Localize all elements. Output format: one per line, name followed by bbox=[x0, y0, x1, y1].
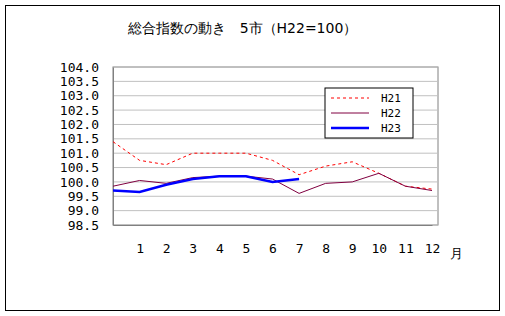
series-line bbox=[113, 173, 432, 193]
x-tick: 7 bbox=[296, 225, 304, 256]
y-tick-label: 102.5 bbox=[60, 103, 99, 118]
legend-swatch bbox=[331, 113, 369, 114]
y-axis-line bbox=[113, 68, 114, 226]
y-tick: 98.5 bbox=[68, 218, 113, 233]
grid-line bbox=[113, 153, 438, 154]
x-tick-label: 2 bbox=[163, 241, 171, 256]
x-tick: 4 bbox=[216, 225, 224, 256]
grid-line bbox=[113, 81, 438, 82]
y-tick-label: 101.0 bbox=[60, 146, 99, 161]
legend-label: H22 bbox=[381, 107, 401, 120]
y-tick: 99.0 bbox=[68, 203, 113, 218]
x-tick-label: 9 bbox=[349, 241, 357, 256]
x-tick: 8 bbox=[322, 225, 330, 256]
y-tick: 103.5 bbox=[60, 74, 113, 89]
y-tick-label: 99.0 bbox=[68, 203, 99, 218]
x-tick-label: 1 bbox=[136, 241, 144, 256]
grid-line bbox=[113, 225, 438, 226]
y-tick-label: 102.0 bbox=[60, 117, 99, 132]
x-tick: 11 bbox=[398, 225, 414, 256]
y-tick-label: 101.5 bbox=[60, 131, 99, 146]
y-tick-label: 104.0 bbox=[60, 60, 99, 75]
x-tick: 2 bbox=[163, 225, 171, 256]
y-tick-label: 103.0 bbox=[60, 88, 99, 103]
grid bbox=[113, 67, 438, 225]
x-tick-label: 12 bbox=[425, 241, 441, 256]
x-tick-label: 6 bbox=[269, 241, 277, 256]
legend: H21 H22 H23 bbox=[325, 88, 413, 138]
grid-line bbox=[113, 167, 438, 168]
x-tick-label: 4 bbox=[216, 241, 224, 256]
chart: 総合指数の動き 5市（H22=100） 98.599.099.5100.0100.… bbox=[0, 0, 505, 316]
grid-line bbox=[113, 196, 438, 197]
x-tick-label: 8 bbox=[322, 241, 330, 256]
x-tick-label: 5 bbox=[243, 241, 251, 256]
x-tick: 10 bbox=[372, 225, 388, 256]
legend-swatch bbox=[331, 98, 369, 99]
x-axis-title: 月 bbox=[450, 246, 463, 261]
y-tick-label: 99.5 bbox=[68, 189, 99, 204]
x-tick: 3 bbox=[189, 225, 197, 256]
x-tick-label: 10 bbox=[372, 241, 388, 256]
x-axis-line bbox=[114, 225, 433, 226]
y-tick: 99.5 bbox=[68, 189, 113, 204]
y-tick: 101.5 bbox=[60, 131, 113, 146]
plot-frame bbox=[113, 67, 438, 225]
legend-swatch bbox=[331, 127, 369, 130]
series-lines bbox=[113, 142, 432, 194]
x-tick: 9 bbox=[349, 225, 357, 256]
legend-label: H23 bbox=[381, 122, 401, 135]
y-tick-label: 100.5 bbox=[60, 160, 99, 175]
legend-box bbox=[325, 88, 413, 138]
y-tick-label: 100.0 bbox=[60, 175, 99, 190]
y-tick: 102.0 bbox=[60, 117, 113, 132]
x-tick: 6 bbox=[269, 225, 277, 256]
y-tick: 101.0 bbox=[60, 146, 113, 161]
x-tick: 12 bbox=[425, 225, 441, 256]
y-axis: 98.599.099.5100.0100.5101.0101.5102.0102… bbox=[60, 60, 114, 233]
title: 総合指数の動き 5市（H22=100） bbox=[127, 20, 358, 36]
x-axis: 123456789101112 bbox=[114, 225, 441, 256]
x-tick-label: 3 bbox=[189, 241, 197, 256]
x-tick: 5 bbox=[243, 225, 251, 256]
y-tick: 103.0 bbox=[60, 88, 113, 103]
legend-label: H21 bbox=[381, 92, 401, 105]
series-line bbox=[113, 176, 299, 192]
grid-line bbox=[113, 67, 438, 68]
grid-line bbox=[113, 210, 438, 211]
x-tick: 1 bbox=[136, 225, 144, 256]
outer-frame bbox=[6, 6, 500, 311]
y-tick: 100.0 bbox=[60, 175, 113, 190]
x-tick-label: 11 bbox=[398, 241, 414, 256]
x-tick-label: 7 bbox=[296, 241, 304, 256]
y-tick-label: 98.5 bbox=[68, 218, 99, 233]
y-tick: 100.5 bbox=[60, 160, 113, 175]
y-tick: 102.5 bbox=[60, 103, 113, 118]
y-tick: 104.0 bbox=[60, 60, 113, 75]
y-tick-label: 103.5 bbox=[60, 74, 99, 89]
